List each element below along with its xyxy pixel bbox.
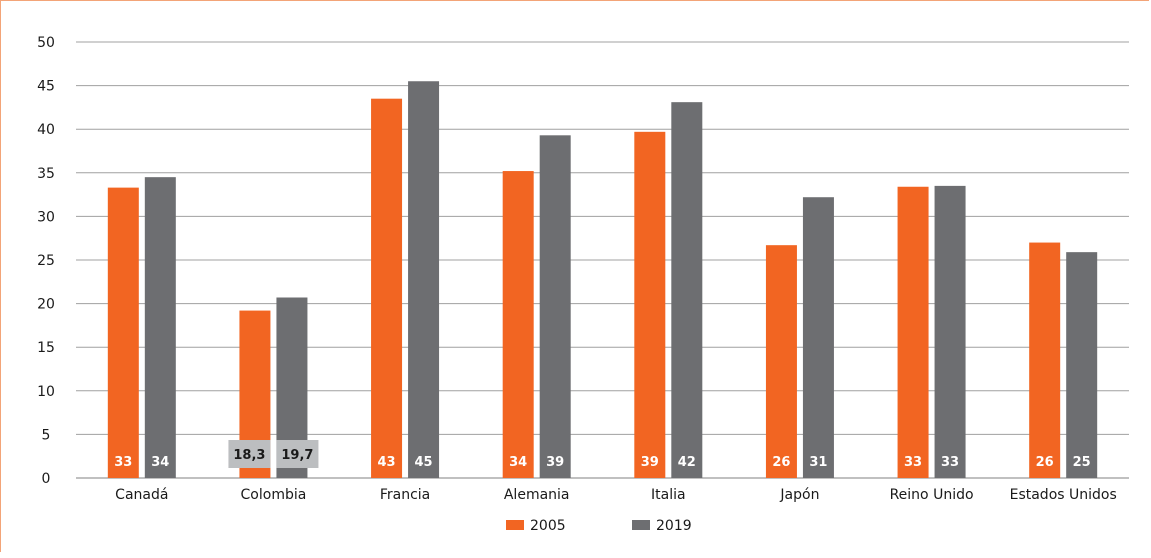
data-labels: 33 34 18,3 19,7 43 45 34 39 39 42 26 31 33 33 26 25 (114, 440, 1091, 470)
y-tick-label: 40 (37, 122, 55, 138)
x-category-label: Francia (380, 487, 430, 503)
y-tick-label: 30 (37, 209, 55, 225)
bar-2005-3 (502, 171, 534, 478)
data-label: 19,7 (281, 448, 313, 463)
data-label-box (276, 440, 319, 468)
bar-2019-5 (802, 197, 834, 478)
bar-2019-3 (539, 135, 571, 478)
x-category-label: Japón (779, 487, 819, 503)
data-label: 33 (904, 455, 922, 470)
bar-2019-6 (934, 185, 966, 478)
data-label-box (228, 440, 271, 468)
y-tick-label: 25 (37, 253, 55, 269)
legend-swatch-2019 (632, 520, 650, 530)
bar-2005-5 (765, 245, 797, 478)
y-tick-label: 10 (37, 384, 55, 400)
data-label: 43 (378, 455, 396, 470)
bar-2019-2 (408, 81, 440, 479)
gridlines (76, 41, 1129, 479)
data-label: 39 (641, 455, 659, 470)
bar-2019-4 (671, 102, 703, 478)
y-tick-label: 45 (37, 79, 55, 95)
data-label: 42 (678, 455, 696, 470)
legend-swatch-2005 (506, 520, 524, 530)
bar-2005-6 (897, 186, 929, 478)
legend-label: 2005 (530, 518, 566, 534)
bar-2019-0 (144, 177, 176, 478)
data-label: 18,3 (233, 448, 265, 463)
data-label: 26 (772, 455, 790, 470)
y-tick-label: 35 (37, 166, 55, 182)
data-label: 45 (415, 455, 433, 470)
x-category-label: Reino Unido (890, 487, 974, 503)
y-tick-label: 50 (37, 35, 55, 51)
data-label: 31 (809, 455, 827, 470)
legend-label: 2019 (656, 518, 692, 534)
x-category-label: Italia (651, 487, 686, 503)
x-category-label: Alemania (504, 487, 570, 503)
data-label: 33 (114, 455, 132, 470)
bar-2019-7 (1066, 252, 1098, 478)
y-tick-label: 15 (37, 340, 55, 356)
x-axis-categories: Canadá Colombia Francia Alemania Italia Japón… (115, 487, 1117, 503)
bars (107, 81, 1098, 479)
data-label: 39 (546, 455, 564, 470)
data-label: 25 (1073, 455, 1091, 470)
y-tick-label: 20 (37, 297, 55, 313)
y-tick-label: 0 (42, 471, 51, 487)
x-category-label: Canadá (115, 487, 168, 503)
data-label: 33 (941, 455, 959, 470)
data-label: 26 (1036, 455, 1054, 470)
data-label: 34 (509, 455, 527, 470)
bar-2005-4 (634, 131, 666, 479)
y-tick-label: 5 (42, 427, 51, 443)
bar-2005-7 (1029, 242, 1061, 478)
x-category-label: Colombia (241, 487, 307, 503)
bar-2005-0 (107, 187, 139, 478)
x-category-label: Estados Unidos (1010, 487, 1117, 503)
data-label: 34 (151, 455, 169, 470)
bar-2005-2 (371, 98, 403, 479)
legend: 2005 2019 (506, 518, 692, 534)
y-axis-ticks: 0 5 10 15 20 25 30 35 40 45 50 (37, 35, 55, 487)
